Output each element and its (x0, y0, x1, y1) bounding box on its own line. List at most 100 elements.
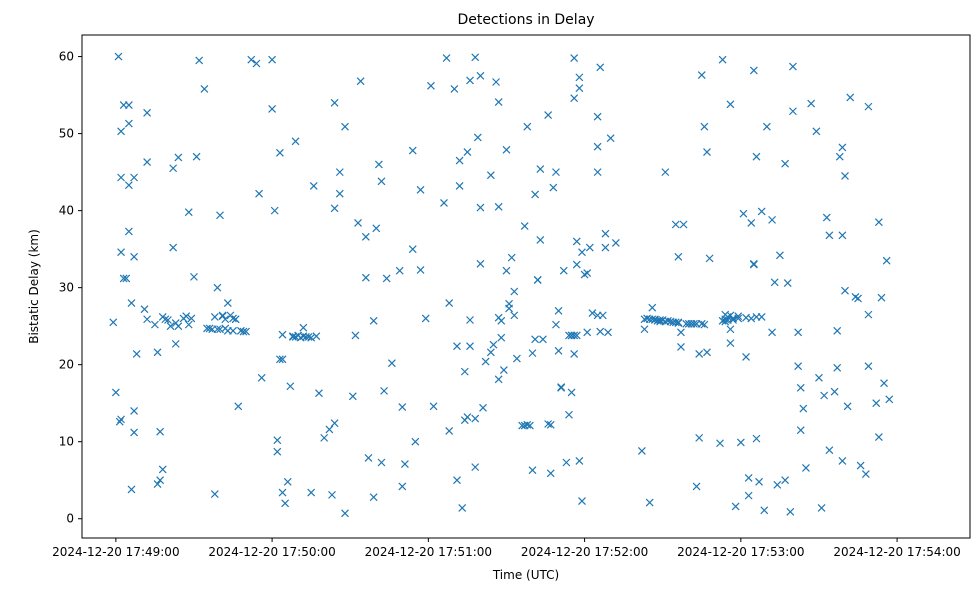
data-point (124, 227, 133, 236)
plot-area-frame (81, 34, 971, 539)
data-point (726, 325, 735, 334)
data-point (150, 320, 159, 329)
data-point (312, 332, 321, 341)
data-point (781, 159, 790, 168)
data-point (341, 509, 349, 518)
data-point (330, 419, 339, 428)
data-point (820, 391, 829, 400)
data-point (471, 463, 480, 472)
data-point (325, 425, 334, 434)
data-point (117, 173, 125, 182)
data-point (637, 447, 646, 455)
data-point (755, 477, 763, 486)
data-point (111, 388, 120, 397)
data-point (885, 395, 894, 404)
data-point (601, 243, 610, 252)
data-point (143, 315, 152, 324)
data-point (143, 108, 152, 117)
data-point (304, 333, 313, 341)
data-point (471, 414, 480, 423)
data-point (455, 182, 464, 190)
data-point (124, 119, 133, 128)
data-point (656, 316, 665, 324)
data-point (216, 211, 224, 220)
data-point (882, 256, 891, 265)
data-point (408, 146, 417, 155)
data-point (822, 213, 831, 222)
data-point (130, 406, 139, 415)
data-point (200, 84, 209, 93)
data-point (494, 202, 503, 211)
data-point (593, 142, 602, 151)
data-point (752, 152, 761, 161)
data-point (544, 111, 553, 120)
data-point (466, 342, 474, 351)
data-point (838, 457, 847, 465)
data-point (442, 54, 451, 63)
data-point (572, 260, 581, 269)
data-point (171, 339, 180, 348)
data-point (421, 314, 430, 323)
data-point (231, 315, 240, 324)
data-point (114, 52, 123, 61)
data-point (695, 349, 704, 358)
data-point (278, 355, 287, 364)
data-point (744, 473, 753, 482)
data-point (119, 274, 128, 283)
data-point (127, 485, 136, 494)
data-point (398, 403, 407, 411)
data-point (781, 476, 790, 485)
data-point (455, 156, 464, 165)
x-tick-label: 2024-12-20 17:53:00 (677, 545, 804, 559)
x-tick-label: 2024-12-20 17:54:00 (833, 545, 960, 559)
y-tick-label: 60 (59, 50, 74, 64)
data-point (864, 310, 873, 319)
data-point (752, 434, 761, 443)
data-point (387, 359, 396, 368)
data-point (307, 488, 316, 497)
data-point (492, 78, 500, 86)
data-point (768, 328, 777, 337)
data-point (648, 303, 657, 312)
data-point (117, 127, 125, 136)
data-point (453, 476, 461, 485)
data-point (497, 333, 506, 342)
y-axis: 0 10 20 30 40 50 60 (59, 50, 82, 526)
data-point (408, 245, 417, 254)
data-point (546, 420, 555, 429)
data-point (184, 320, 193, 329)
data-point (512, 354, 521, 363)
data-point (192, 152, 201, 161)
data-point (747, 314, 756, 323)
data-point (476, 259, 485, 268)
y-tick-label: 20 (59, 358, 74, 372)
data-point (275, 355, 284, 364)
data-point (559, 266, 568, 275)
data-point (195, 56, 204, 65)
data-point (877, 293, 886, 302)
y-tick-label: 0 (66, 512, 74, 526)
data-point (601, 229, 610, 238)
data-point (268, 55, 277, 64)
data-point (645, 498, 654, 507)
data-point (382, 274, 391, 283)
data-point (429, 402, 438, 411)
data-point (361, 273, 370, 282)
data-point (570, 349, 579, 358)
data-point (739, 209, 748, 218)
x-tick-label: 2024-12-20 17:51:00 (365, 545, 492, 559)
data-point (486, 171, 495, 180)
data-point (398, 482, 407, 491)
data-point (536, 235, 545, 244)
data-point (606, 134, 615, 143)
data-point (788, 62, 797, 71)
data-point (578, 497, 586, 505)
data-point (218, 311, 227, 320)
data-point (856, 461, 865, 470)
data-point (502, 266, 511, 275)
data-point (299, 323, 308, 332)
data-point (786, 507, 795, 516)
data-point (286, 382, 295, 391)
data-point (677, 343, 685, 351)
